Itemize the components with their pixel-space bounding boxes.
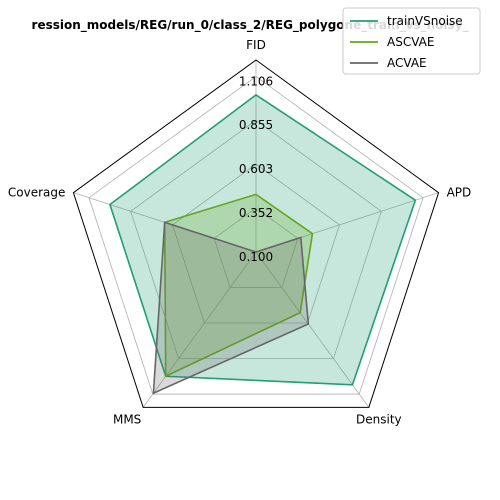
rtick-label: 0.855 [239, 118, 273, 132]
legend: trainVSnoise ASCVAE ACVAE [342, 7, 481, 75]
grid-ring-2 [213, 207, 299, 288]
rtick-label: 0.100 [239, 250, 273, 264]
radar-frame [72, 59, 440, 408]
axis-label-mms: MMS [113, 412, 141, 426]
label-layer: 0.100 0.352 0.603 0.855 1.106 FID APD Density MM… [8, 38, 471, 426]
rtick-label: 0.352 [239, 206, 273, 220]
series-layer [108, 93, 417, 395]
series-line-acvae [152, 221, 310, 395]
legend-label-ascvae: ASCVAE [387, 35, 434, 49]
series-fill-acvae [153, 222, 309, 394]
rtick-label: 0.603 [239, 162, 273, 176]
rtick-label: 1.106 [239, 74, 273, 88]
grid-ring-4 [130, 119, 382, 360]
axis-label-coverage: Coverage [8, 186, 66, 200]
axis-label-apd: APD [447, 186, 472, 200]
legend-frame [342, 7, 481, 75]
spoke-density [255, 251, 370, 408]
axis-label-density: Density [356, 412, 402, 426]
series-fill-trainvsnoise [109, 94, 416, 385]
grid-ring-3 [172, 163, 340, 324]
series-line-ascvae [163, 193, 314, 378]
legend-label-trainvsnoise: trainVSnoise [387, 14, 463, 28]
spoke-mms [142, 251, 257, 408]
grid-ring-5 [88, 75, 424, 395]
axis-label-fid: FID [246, 38, 266, 52]
legend-label-acvae: ACVAE [387, 56, 427, 70]
series-line-trainvsnoise [108, 93, 417, 386]
series-fill-ascvae [164, 194, 313, 377]
